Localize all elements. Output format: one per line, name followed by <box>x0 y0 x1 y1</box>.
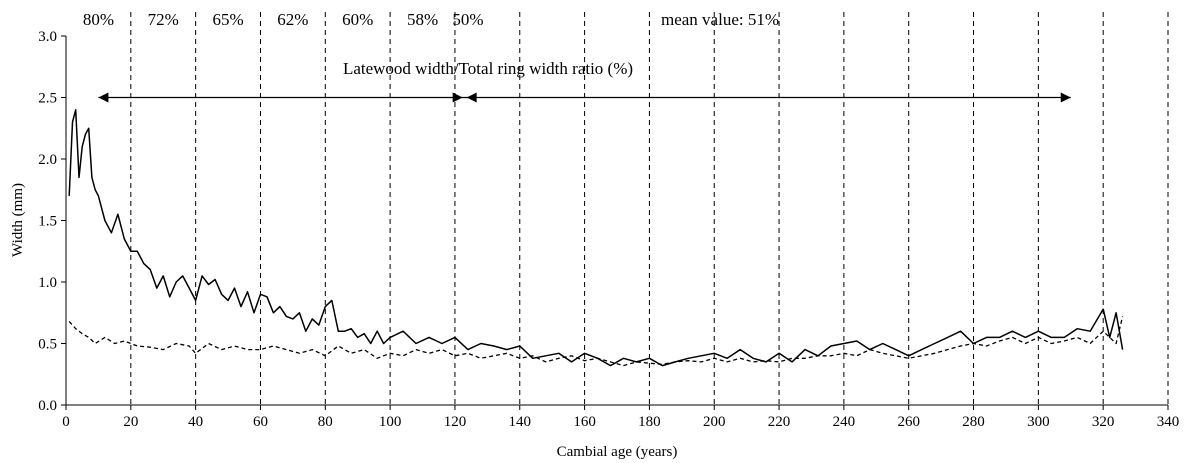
annotations: mean value: 51% Latewood width/Total rin… <box>83 10 1071 103</box>
y-tick-label: 0.0 <box>38 398 57 414</box>
y-axis-title: Width (mm) <box>10 183 26 257</box>
arrowhead-mid-right <box>452 92 463 103</box>
x-axis-title: Cambial age (years) <box>557 444 678 460</box>
ratio-title: Latewood width/Total ring width ratio (%… <box>343 59 633 78</box>
x-tick-label: 40 <box>188 414 203 430</box>
period-label: 72% <box>148 10 179 29</box>
y-tick-label: 1.0 <box>38 275 57 291</box>
period-label: 50% <box>452 10 483 29</box>
x-tick-label: 340 <box>1157 414 1180 430</box>
y-tick-label: 2.0 <box>38 152 57 168</box>
arrowhead-right <box>1060 92 1071 103</box>
x-tick-label: 200 <box>703 414 726 430</box>
x-tick-label: 160 <box>573 414 596 430</box>
x-tick-label: 300 <box>1027 414 1050 430</box>
x-tick-label: 100 <box>379 414 402 430</box>
x-tick-label: 0 <box>62 414 70 430</box>
arrowhead-mid-left <box>466 92 477 103</box>
period-label: 80% <box>83 10 114 29</box>
x-tick-label: 120 <box>444 414 467 430</box>
x-tick-label: 320 <box>1092 414 1115 430</box>
y-tick-label: 0.5 <box>38 337 57 353</box>
mean-value-label: mean value: 51% <box>661 10 779 29</box>
series-layer <box>68 109 1124 367</box>
series-line-solid <box>68 109 1124 367</box>
x-tick-label: 20 <box>123 414 138 430</box>
grid-lines <box>130 12 1169 405</box>
y-tick-label: 1.5 <box>38 214 57 230</box>
y-tick-label: 3.0 <box>38 29 57 45</box>
x-tick-label: 260 <box>897 414 920 430</box>
x-tick-label: 220 <box>768 414 791 430</box>
x-tick-label: 180 <box>638 414 661 430</box>
period-label: 65% <box>212 10 243 29</box>
period-label: 58% <box>407 10 438 29</box>
arrowhead-left <box>98 92 109 103</box>
period-label: 60% <box>342 10 373 29</box>
series-line-dashed <box>68 316 1124 367</box>
x-tick-label: 60 <box>253 414 268 430</box>
y-tick-label: 2.5 <box>38 91 57 107</box>
x-tick-label: 240 <box>833 414 856 430</box>
axes: 0 20 40 60 80 100 120 140 160 180 200 220 240 260 280 3… <box>38 29 1179 430</box>
x-tick-label: 80 <box>318 414 333 430</box>
x-tick-label: 140 <box>509 414 532 430</box>
x-tick-label: 280 <box>962 414 985 430</box>
period-label: 62% <box>277 10 308 29</box>
